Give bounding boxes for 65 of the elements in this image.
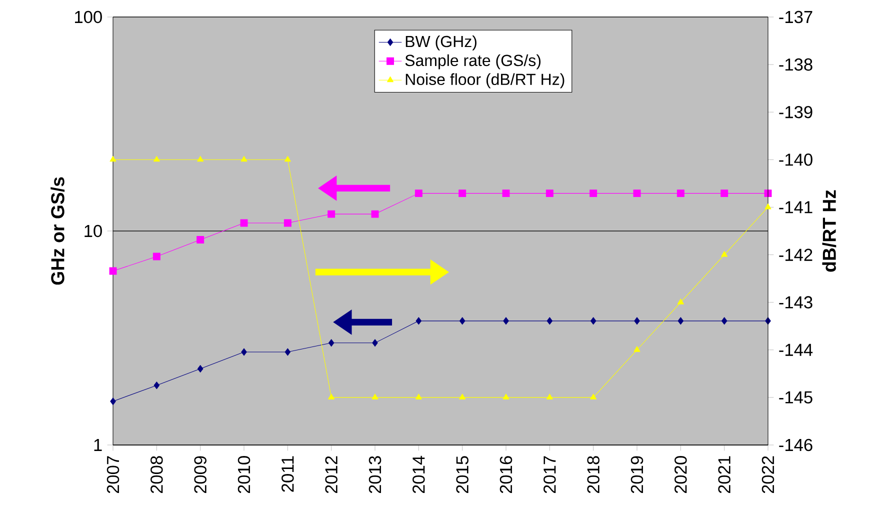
y-tick-label: 100 (75, 10, 102, 24)
point (459, 317, 466, 325)
point (197, 365, 204, 373)
x-tick-label: 2014 (412, 456, 425, 494)
y2-tick-label: -137 (779, 10, 812, 24)
point (284, 219, 292, 227)
point (590, 317, 596, 325)
point (196, 236, 204, 244)
x-tick-label: 2010 (238, 456, 250, 494)
point (590, 190, 598, 198)
x-tick-label: 2013 (368, 456, 382, 494)
point (152, 252, 160, 260)
point (676, 190, 684, 198)
x-tick-label: 2015 (456, 456, 468, 494)
x-tick-label: 2016 (500, 456, 512, 494)
y2-tick-label: -140 (779, 154, 812, 166)
point (328, 339, 334, 347)
y2-tick-label: -143 (779, 296, 812, 308)
point (458, 190, 466, 198)
point (110, 398, 116, 406)
y-tick-label: 1 (94, 439, 102, 451)
y2-tick-label: -144 (779, 344, 813, 356)
point (721, 317, 728, 325)
point (240, 219, 248, 227)
point (372, 339, 378, 347)
point (503, 317, 509, 325)
y2-tick-label: -142 (779, 248, 812, 261)
point (633, 190, 641, 198)
point (678, 317, 684, 325)
y-tick-label: 10 (84, 224, 102, 238)
x-tick-label: 2012 (325, 456, 338, 494)
x-tick-label: 2011 (282, 456, 294, 492)
legend-label: Noise floor (dB/RT Hz) (406, 73, 564, 88)
legend-label: Sample rate (GS/s) (405, 54, 540, 70)
point (154, 382, 160, 390)
legend-label: BW (GHz) (406, 35, 476, 50)
point (634, 317, 640, 325)
point (764, 190, 772, 198)
x-tick-label: 2009 (194, 456, 206, 494)
point (414, 190, 422, 198)
x-tick-label: 2019 (630, 456, 644, 494)
x-tick-label: 2007 (106, 456, 120, 494)
point (371, 210, 379, 218)
x-tick-label: 2021 (718, 456, 730, 494)
point (328, 210, 336, 218)
point (241, 348, 247, 356)
x-tick-label: 2020 (674, 456, 687, 494)
x-tick-label: 2018 (587, 456, 600, 494)
y-axis-title: GHz or GS/s (50, 177, 65, 285)
point (502, 190, 510, 198)
x-tick-label: 2022 (762, 456, 774, 494)
y2-tick-label: -146 (779, 438, 812, 452)
point (109, 267, 117, 275)
point (546, 190, 554, 198)
y2-tick-label: -141 (779, 201, 812, 214)
x-tick-label: 2008 (150, 456, 163, 494)
point (416, 317, 422, 325)
y2-tick-label: -139 (779, 106, 812, 118)
point (720, 190, 728, 198)
x-tick-label: 2017 (544, 456, 556, 494)
y2-axis-title: dB/RT Hz (822, 190, 836, 272)
point (546, 317, 553, 325)
y2-tick-label: -145 (779, 391, 812, 404)
y2-tick-label: -138 (779, 58, 812, 71)
point (284, 348, 291, 356)
